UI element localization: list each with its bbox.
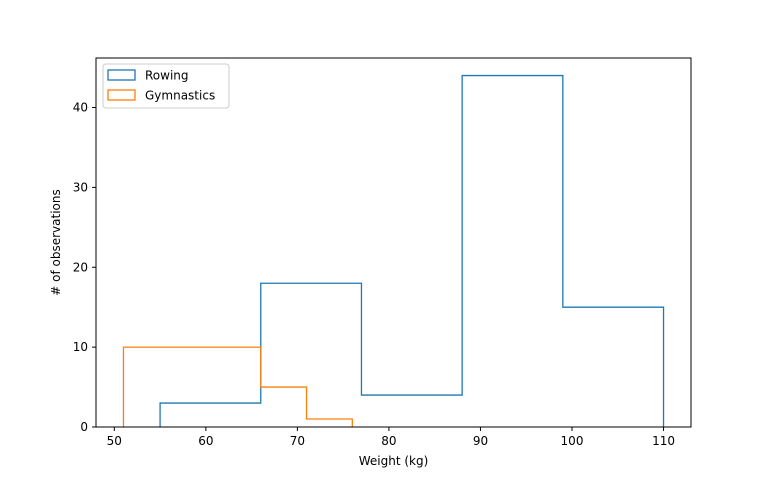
x-axis-label: Weight (kg) bbox=[359, 454, 429, 468]
x-tick-label: 60 bbox=[198, 434, 213, 448]
legend-swatch-rowing bbox=[107, 69, 136, 81]
x-tick-label: 70 bbox=[290, 434, 305, 448]
y-tick-label: 0 bbox=[80, 420, 88, 434]
legend-swatch-gymnastics bbox=[107, 89, 136, 101]
x-tick-label: 50 bbox=[107, 434, 122, 448]
y-axis-label: # of observations bbox=[49, 189, 63, 295]
x-axis: 50 60 70 80 90 100 110 bbox=[107, 427, 675, 448]
y-tick-label: 40 bbox=[73, 101, 88, 115]
legend-label-gymnastics: Gymnastics bbox=[145, 89, 215, 103]
legend: Rowing Gymnastics bbox=[102, 63, 230, 109]
plot-frame bbox=[95, 57, 692, 428]
histogram-series-gymnastics bbox=[122, 346, 353, 427]
y-tick-label: 20 bbox=[73, 260, 88, 274]
y-tick-label: 10 bbox=[73, 340, 88, 354]
y-tick-label: 30 bbox=[73, 180, 88, 194]
histogram-series-rowing bbox=[159, 74, 665, 427]
x-tick-label: 80 bbox=[381, 434, 396, 448]
legend-label-rowing: Rowing bbox=[145, 69, 189, 83]
series-layer bbox=[122, 74, 665, 427]
x-tick-label: 90 bbox=[473, 434, 488, 448]
y-axis: 0 10 20 30 40 bbox=[73, 101, 96, 434]
x-tick-label: 100 bbox=[561, 434, 584, 448]
x-tick-label: 110 bbox=[652, 434, 675, 448]
